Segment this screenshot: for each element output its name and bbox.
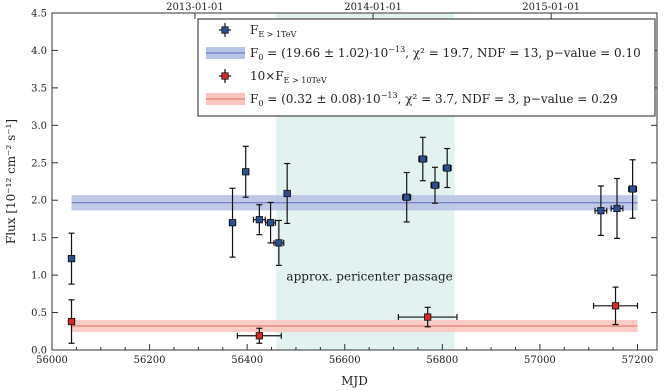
y-axis-label: Flux [10⁻¹² cm⁻² s⁻¹] bbox=[4, 119, 18, 244]
marker bbox=[424, 313, 432, 321]
data-point bbox=[236, 327, 282, 344]
legend-label: F0 = (19.66 ± 1.02)·10−13, χ² = 19.7, ND… bbox=[250, 45, 641, 62]
fit-band-layer bbox=[71, 195, 638, 333]
data-point bbox=[628, 159, 638, 219]
data-point bbox=[430, 166, 440, 204]
marker bbox=[283, 189, 291, 198]
marker bbox=[629, 185, 637, 193]
marker bbox=[255, 332, 263, 340]
x-tick-label: 56600 bbox=[329, 355, 361, 366]
data-point bbox=[592, 286, 639, 326]
marker bbox=[242, 168, 250, 176]
data-point bbox=[273, 219, 285, 266]
data-point bbox=[442, 147, 452, 189]
data-point bbox=[610, 177, 624, 240]
y-tick-label: 0.5 bbox=[31, 308, 47, 319]
marker bbox=[419, 155, 427, 163]
top-tick-label: 2013-01-01 bbox=[166, 2, 224, 13]
legend-marker bbox=[221, 26, 229, 34]
y-tick-label: 0.0 bbox=[31, 346, 47, 357]
data-point bbox=[397, 306, 458, 328]
y-tick-label: 4.0 bbox=[31, 46, 47, 57]
data-point bbox=[283, 162, 291, 225]
y-tick-label: 1.5 bbox=[31, 233, 47, 244]
data-point bbox=[402, 171, 412, 223]
data-point bbox=[228, 187, 237, 258]
y-tick-label: 2.0 bbox=[31, 196, 47, 207]
plot-frame bbox=[51, 12, 658, 351]
marker bbox=[228, 219, 237, 227]
legend-label: F0 = (0.32 ± 0.08)·10−13, χ² = 3.7, NDF … bbox=[250, 91, 618, 108]
marker bbox=[431, 181, 439, 189]
x-tick-label: 56000 bbox=[36, 355, 68, 366]
x-tick-label: 57000 bbox=[524, 355, 556, 366]
marker bbox=[597, 207, 605, 215]
x-tick-label: 56800 bbox=[426, 355, 458, 366]
data-points-layer bbox=[67, 136, 639, 344]
legend-marker bbox=[221, 72, 229, 80]
marker bbox=[266, 219, 275, 227]
marker bbox=[67, 255, 76, 263]
data-point bbox=[67, 299, 76, 344]
y-tick-label: 3.5 bbox=[31, 83, 47, 94]
y-tick-label: 4.5 bbox=[31, 9, 47, 20]
marker bbox=[611, 302, 620, 310]
x-tick-label: 57200 bbox=[622, 355, 654, 366]
y-tick-label: 2.5 bbox=[31, 158, 47, 169]
top-tick-label: 2015-01-01 bbox=[522, 2, 580, 13]
x-tick-label: 56200 bbox=[134, 355, 166, 366]
marker bbox=[613, 204, 621, 213]
pericenter-annotation: approx. pericenter passage bbox=[286, 269, 452, 283]
marker bbox=[255, 216, 263, 224]
x-axis-label: MJD bbox=[341, 374, 368, 388]
x-tick-label: 56400 bbox=[231, 355, 263, 366]
legend-label: 10×FE > 10TeV bbox=[250, 69, 327, 85]
y-tick-label: 1.0 bbox=[31, 271, 47, 282]
marker bbox=[443, 164, 451, 172]
marker bbox=[403, 193, 411, 201]
data-point bbox=[418, 136, 428, 182]
axes-layer: 56000 56200 56400 56600 56800 57000 57200 0.0 0.… bbox=[31, 2, 658, 366]
data-point bbox=[67, 232, 76, 285]
data-point bbox=[265, 201, 277, 244]
data-point bbox=[594, 185, 608, 237]
legend: FE > 1TeV F0 = (19.66 ± 1.02)·10−13, χ² =… bbox=[197, 18, 656, 117]
top-tick-label: 2014-01-01 bbox=[344, 2, 402, 13]
data-point bbox=[242, 145, 250, 198]
legend-label: FE > 1TeV bbox=[250, 23, 296, 39]
y-tick-label: 3.0 bbox=[31, 121, 47, 132]
marker bbox=[275, 239, 283, 247]
legend-box bbox=[197, 18, 656, 117]
marker bbox=[67, 317, 76, 326]
